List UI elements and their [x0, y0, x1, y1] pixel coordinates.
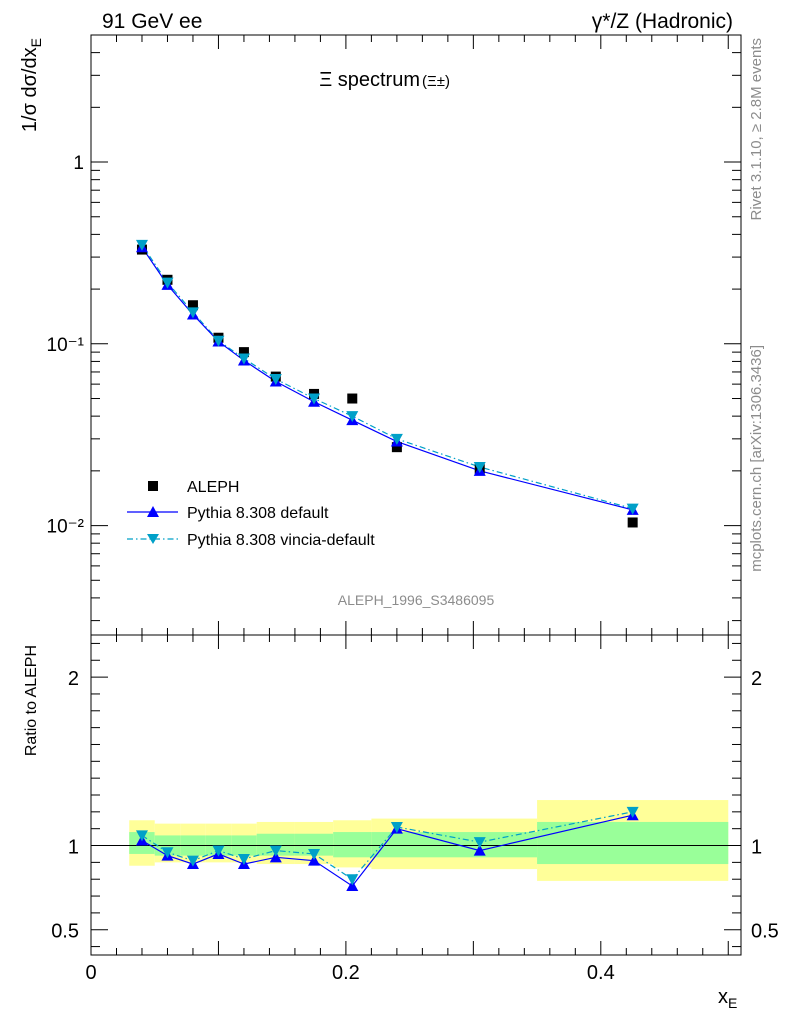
ratio-vincia-point — [308, 848, 321, 860]
main-y-tick-label: 1 — [73, 153, 84, 174]
vincia-point — [346, 411, 359, 423]
vincia-point — [269, 374, 282, 386]
main-y-axis-title-text: 1/σ dσ/dx — [19, 47, 41, 132]
legend-marker-aleph — [148, 481, 158, 491]
main-plot-title-sup: (Ξ±) — [422, 73, 450, 90]
legend: ALEPH Pythia 8.308 default Pythia 8.308 … — [127, 479, 375, 549]
main-plot-title: Ξ spectrum (Ξ±) — [319, 69, 450, 91]
ratio-frame — [90, 634, 742, 956]
ratio-y-tick-label: 0.5 — [51, 921, 79, 943]
legend-marker-vincia — [147, 534, 159, 544]
aleph-point — [187, 300, 198, 311]
x-tick-label: 0.2 — [332, 962, 360, 984]
vincia-line — [141, 244, 633, 510]
ratio-uncertainty-bands — [129, 800, 729, 881]
header-right-label: γ*/Z (Hadronic) — [592, 10, 733, 33]
vincia-point — [212, 335, 225, 347]
vincia-point — [237, 353, 250, 365]
band-inner-8 — [371, 832, 538, 858]
ratio-y-tick-label: 2 — [68, 668, 79, 690]
aleph-point — [627, 517, 638, 528]
ratio-vincia-point — [237, 854, 250, 865]
ratio-series — [135, 806, 639, 891]
band-inner-7 — [333, 832, 372, 858]
vincia-point — [161, 277, 174, 289]
ratio-vincia-point — [473, 837, 486, 849]
mcplots-label: mcplots.cern.ch [arXiv:1306.3436] — [748, 345, 765, 572]
legend-label-default: Pythia 8.308 default — [187, 505, 329, 522]
ratio-y-tick-label-right: 1 — [751, 837, 762, 859]
ratio-vincia-point — [212, 845, 225, 857]
aleph-point — [347, 393, 358, 404]
main-series — [135, 239, 639, 528]
svg-text:xE: xE — [718, 986, 737, 1011]
x-tick-label: 0.4 — [587, 962, 615, 984]
ratio-y-axis-title: Ratio to ALEPH — [23, 645, 40, 756]
ratio-vincia-point — [135, 830, 148, 842]
main-plot-title-text: Ξ spectrum — [319, 69, 420, 91]
main-y-axis-title-sub: E — [28, 38, 44, 47]
ratio-vincia-point — [346, 874, 359, 886]
main-y-tick-label: 10⁻¹ — [47, 335, 85, 356]
ratio-vincia-point — [390, 822, 403, 833]
default-line — [141, 246, 633, 511]
main-axes: 1 10⁻¹ 10⁻² — [47, 34, 742, 636]
band-inner-9 — [537, 821, 729, 865]
vincia-point — [473, 462, 486, 474]
vincia-point — [626, 503, 639, 515]
ratio-y-tick-label-right: 2 — [751, 668, 762, 690]
legend-label-aleph: ALEPH — [187, 479, 239, 496]
ratio-default-point — [346, 879, 359, 891]
ratio-y-tick-label: 1 — [68, 837, 79, 859]
ratio-vincia-point — [626, 806, 639, 818]
x-axis-title: xE — [718, 986, 737, 1011]
vincia-point — [308, 393, 321, 405]
vincia-point — [135, 239, 148, 251]
ratio-default-point — [473, 844, 486, 856]
ratio-vincia-point — [186, 855, 199, 867]
aleph-point — [391, 442, 402, 453]
main-y-tick-label: 10⁻² — [47, 517, 85, 538]
header-left-label: 91 GeV ee — [102, 10, 202, 33]
ratio-axes: 0 0.2 0.4 0.5 0.5 1 1 2 2 — [51, 634, 779, 984]
svg-text:1/σ dσ/dxE: 1/σ dσ/dxE — [19, 38, 44, 132]
ratio-default-point — [269, 851, 282, 863]
ratio-vincia-point — [269, 845, 282, 857]
ratio-vincia-point — [161, 847, 174, 859]
main-y-axis-title: 1/σ dσ/dxE — [19, 38, 44, 132]
rivet-version-label: Rivet 3.1.10, ≥ 2.8M events — [748, 38, 765, 221]
vincia-point — [390, 433, 403, 445]
legend-label-vincia: Pythia 8.308 vincia-default — [187, 532, 375, 549]
band-inner-6 — [294, 833, 334, 856]
ratio-default-point — [308, 854, 321, 866]
aleph-point — [238, 347, 249, 358]
vincia-point — [186, 307, 199, 319]
legend-marker-default — [147, 506, 159, 517]
band-inner-5 — [256, 833, 295, 856]
analysis-label: ALEPH_1996_S3486095 — [338, 592, 495, 608]
ratio-y-tick-label-right: 0.5 — [751, 921, 779, 943]
x-tick-label: 0 — [85, 962, 96, 984]
